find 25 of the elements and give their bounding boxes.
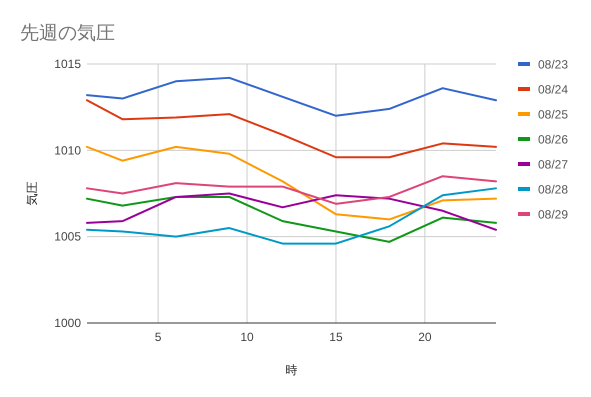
y-axis-title: 気圧 (25, 182, 39, 206)
line-series (86, 187, 497, 245)
legend-label: 08/23 (538, 58, 568, 72)
x-tick-label: 15 (329, 330, 343, 344)
y-tick-label: 1005 (54, 230, 82, 244)
x-axis-title: 時 (286, 363, 298, 377)
legend-label: 08/28 (538, 182, 568, 196)
x-tick-label: 10 (240, 330, 254, 344)
y-tick-label: 1010 (54, 143, 82, 158)
line-series (86, 192, 497, 231)
line-series (86, 146, 497, 220)
legend-label: 08/27 (538, 158, 568, 172)
chart-title: 先週の気圧 (20, 23, 115, 44)
legend-label: 08/26 (538, 132, 568, 146)
line-series (86, 99, 497, 158)
x-tick-label: 20 (418, 330, 432, 344)
line-series (86, 76, 497, 117)
line-series (86, 196, 497, 243)
y-tick-label: 1015 (54, 57, 82, 71)
legend-label: 08/29 (538, 208, 568, 222)
legend-label: 08/25 (538, 108, 568, 122)
legend-label: 08/24 (538, 82, 568, 96)
y-tick-label: 1000 (54, 316, 82, 330)
line-series (86, 175, 497, 205)
x-tick-label: 5 (154, 330, 162, 344)
